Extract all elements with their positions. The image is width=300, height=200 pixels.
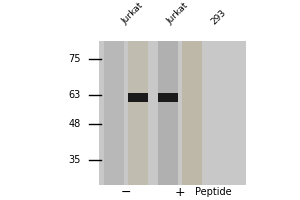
Text: 48: 48 bbox=[69, 119, 81, 129]
Text: Jurkat: Jurkat bbox=[120, 1, 145, 26]
Text: 75: 75 bbox=[68, 54, 81, 64]
Text: 35: 35 bbox=[69, 155, 81, 165]
Bar bbox=[182, 41, 202, 185]
Bar bbox=[128, 41, 148, 185]
Text: Peptide: Peptide bbox=[195, 187, 231, 197]
Bar bbox=[104, 41, 124, 185]
Text: −: − bbox=[121, 186, 131, 199]
Bar bbox=[158, 41, 178, 185]
Text: 293: 293 bbox=[210, 8, 228, 26]
Bar bbox=[128, 93, 148, 102]
Text: Jurkat: Jurkat bbox=[165, 1, 190, 26]
Bar bbox=[99, 41, 246, 185]
Text: +: + bbox=[175, 186, 185, 199]
Bar bbox=[158, 93, 178, 102]
Text: 63: 63 bbox=[69, 90, 81, 100]
